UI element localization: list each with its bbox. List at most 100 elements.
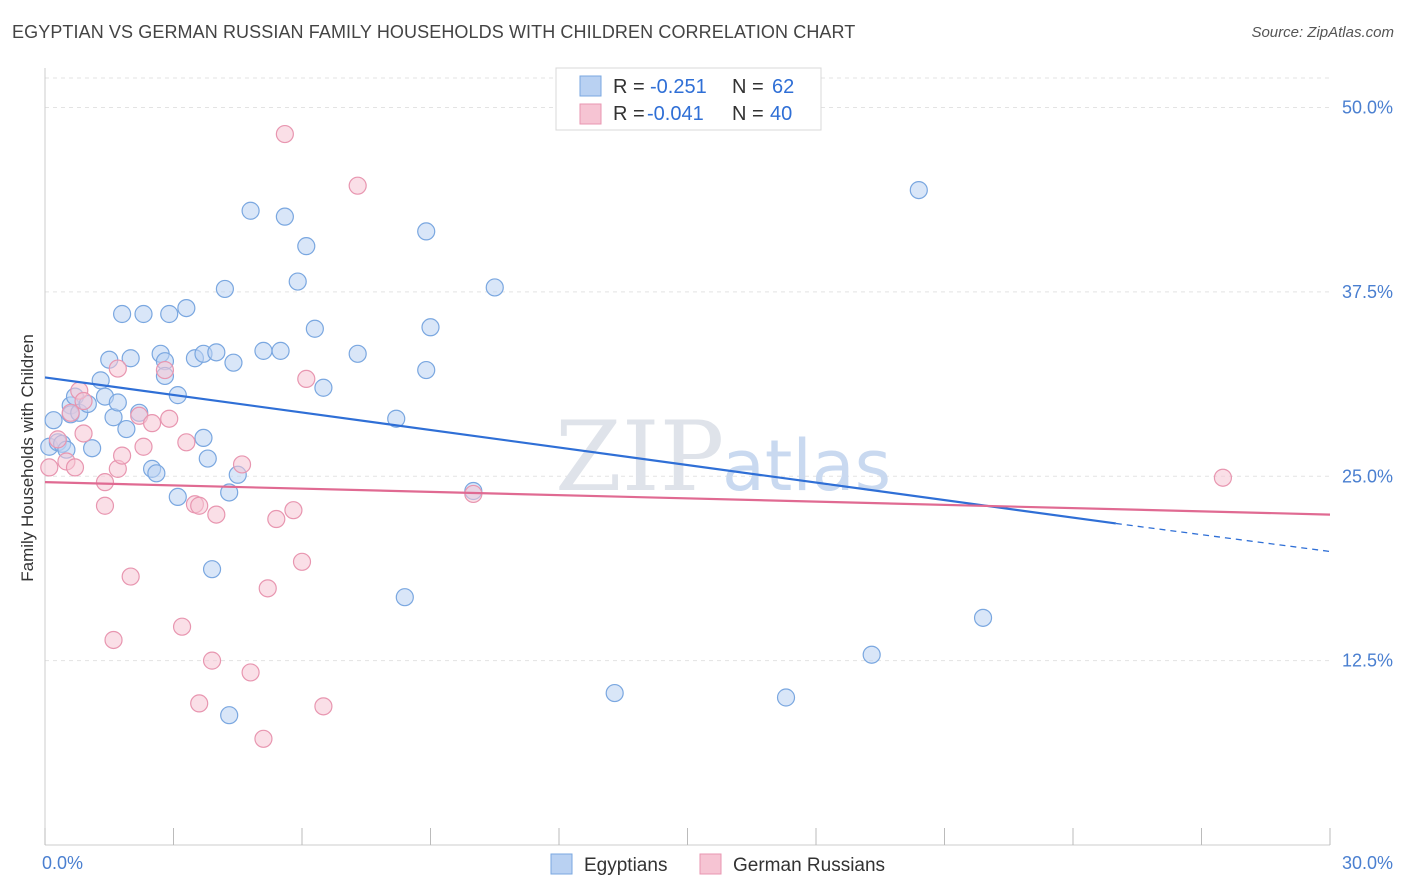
egyptians-point bbox=[117, 419, 136, 439]
egyptians-point bbox=[241, 201, 260, 220]
german-russians-point bbox=[275, 124, 294, 144]
egyptians-point bbox=[177, 299, 196, 318]
egyptians-point bbox=[417, 360, 436, 380]
egyptians-point bbox=[224, 353, 243, 372]
watermark-atlas: atlas bbox=[722, 425, 891, 507]
egyptians-point bbox=[207, 343, 226, 362]
legend-swatch-german-russians bbox=[579, 103, 602, 125]
egyptians-point bbox=[147, 464, 166, 483]
german-russians-point bbox=[95, 496, 115, 515]
german-russians-point bbox=[241, 663, 260, 682]
egyptians-point bbox=[485, 278, 504, 297]
trend-lines bbox=[44, 376, 1331, 553]
egyptians-point bbox=[160, 304, 179, 324]
german-russians-point bbox=[297, 369, 316, 388]
egyptians-point bbox=[348, 344, 367, 363]
top-legend: R = -0.251 N = 62 R = -0.041 N = 40 bbox=[555, 67, 822, 131]
german-russians-point bbox=[95, 473, 115, 492]
data-points bbox=[40, 124, 1233, 748]
german-russians-point bbox=[104, 630, 123, 650]
german-russians-point bbox=[74, 424, 93, 443]
german-russians-point bbox=[155, 360, 175, 380]
german-russians-point bbox=[61, 403, 80, 422]
legend-r-value-1: -0.251 bbox=[650, 76, 707, 98]
bottom-legend: Egyptians German Russians bbox=[550, 853, 885, 876]
german-russians-point bbox=[121, 567, 140, 586]
egyptians-point bbox=[202, 560, 222, 579]
german-russians-point bbox=[190, 694, 209, 713]
german-russians-point bbox=[177, 433, 196, 452]
egyptians-trend-line bbox=[44, 376, 1116, 525]
y-axis-label: Family Households with Children bbox=[18, 334, 37, 582]
watermark: ZIP atlas bbox=[555, 401, 891, 513]
egyptians-point bbox=[288, 272, 307, 291]
egyptians-point bbox=[862, 645, 881, 664]
egyptians-point bbox=[275, 207, 294, 226]
egyptians-point bbox=[909, 181, 928, 200]
watermark-zip: ZIP bbox=[555, 401, 724, 513]
german-russians-point bbox=[314, 697, 333, 716]
bottom-legend-swatch-german-russians bbox=[699, 853, 722, 875]
egyptians-point bbox=[271, 341, 290, 360]
german-russians-point bbox=[160, 409, 179, 428]
egyptians-point bbox=[305, 319, 324, 338]
legend-r-value-2: -0.041 bbox=[647, 103, 704, 125]
y-tick-label: 37.5% bbox=[1342, 282, 1393, 302]
german-russians-trend-line bbox=[44, 481, 1331, 516]
egyptians-point bbox=[108, 393, 127, 412]
german-russians-point bbox=[172, 617, 192, 636]
egyptians-point bbox=[44, 411, 63, 430]
egyptians-point bbox=[198, 449, 217, 468]
egyptians-point bbox=[83, 439, 102, 458]
legend-n-label-2: N = bbox=[732, 103, 764, 125]
german-russians-point bbox=[284, 501, 303, 520]
egyptians-point bbox=[314, 378, 333, 397]
german-russians-point bbox=[74, 391, 93, 411]
egyptians-point bbox=[220, 706, 239, 725]
german-russians-point bbox=[267, 509, 286, 529]
bottom-legend-swatch-egyptians bbox=[550, 853, 573, 875]
axes: 12.5% 25.0% 37.5% 50.0% 0.0% 30.0% bbox=[42, 68, 1393, 873]
egyptians-point bbox=[112, 304, 132, 324]
german-russians-point bbox=[65, 458, 85, 477]
german-russians-point bbox=[254, 729, 273, 748]
german-russians-point bbox=[108, 359, 127, 378]
german-russians-point bbox=[202, 651, 222, 670]
chart-title: EGYPTIAN VS GERMAN RUSSIAN FAMILY HOUSEH… bbox=[12, 22, 856, 42]
bottom-legend-german-russians: German Russians bbox=[733, 855, 885, 876]
german-russians-point bbox=[48, 430, 67, 449]
egyptians-point bbox=[215, 279, 234, 299]
egyptians-point bbox=[421, 318, 440, 337]
egyptians-point bbox=[387, 409, 406, 428]
german-russians-point bbox=[134, 437, 153, 456]
egyptians-point bbox=[220, 483, 239, 502]
legend-r-label-2: R = bbox=[613, 103, 645, 125]
egyptians-point bbox=[121, 349, 140, 368]
egyptians-point bbox=[417, 222, 436, 241]
german-russians-point bbox=[142, 414, 162, 433]
legend-swatch-egyptians bbox=[579, 75, 602, 97]
german-russians-point bbox=[258, 579, 277, 598]
y-tick-label: 12.5% bbox=[1342, 651, 1393, 671]
egyptians-point bbox=[134, 304, 153, 324]
egyptians-trend-extension bbox=[1115, 522, 1331, 553]
german-russians-point bbox=[348, 176, 367, 195]
source-credit: Source: ZipAtlas.com bbox=[1251, 24, 1394, 41]
legend-n-value-1: 62 bbox=[772, 76, 794, 98]
egyptians-point bbox=[297, 237, 316, 256]
bottom-legend-egyptians: Egyptians bbox=[584, 855, 667, 876]
x-tick-label: 30.0% bbox=[1342, 853, 1393, 873]
german-russians-point bbox=[292, 552, 312, 571]
x-tick-label: 0.0% bbox=[42, 853, 83, 873]
y-tick-label: 50.0% bbox=[1342, 98, 1393, 118]
egyptians-point bbox=[973, 608, 993, 627]
german-russians-point bbox=[207, 505, 226, 524]
y-tick-label: 25.0% bbox=[1342, 466, 1393, 486]
egyptians-point bbox=[168, 487, 187, 506]
legend-r-label-1: R = bbox=[613, 76, 645, 98]
egyptians-point bbox=[254, 341, 273, 360]
german-russians-point bbox=[112, 446, 132, 465]
german-russians-point bbox=[232, 455, 252, 474]
german-russians-point bbox=[40, 458, 59, 477]
